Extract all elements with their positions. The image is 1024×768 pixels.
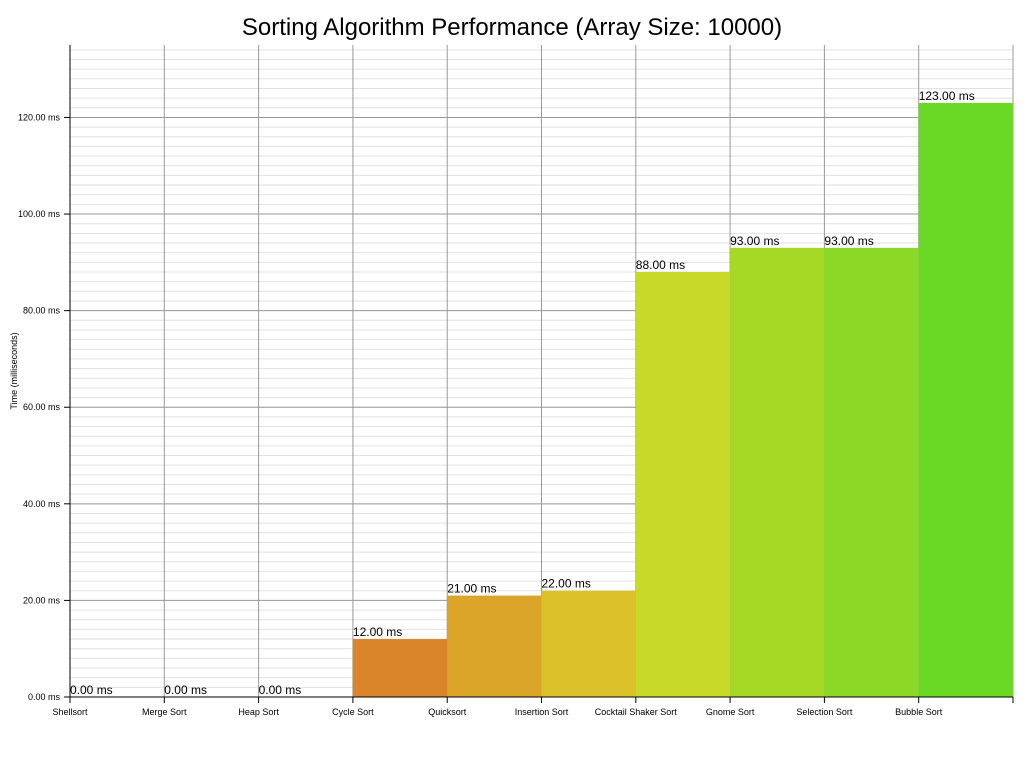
bar-value-label: 88.00 ms [636, 258, 685, 272]
x-tick-label: Bubble Sort [895, 707, 943, 717]
y-tick-label: 100.00 ms [18, 209, 61, 219]
y-tick-label: 80.00 ms [23, 306, 61, 316]
x-axis-ticks: Shellsort Merge Sort Heap Sort Cycle Sort Qu… [52, 697, 1014, 717]
bar-value-label: 0.00 ms [259, 683, 302, 697]
x-tick-label: Insertion Sort [515, 707, 569, 717]
bar [824, 247, 919, 697]
y-tick-label: 40.00 ms [23, 499, 61, 509]
bar-value-label: 93.00 ms [730, 234, 779, 248]
x-tick-label: Heap Sort [238, 707, 279, 717]
bar-value-label: 22.00 ms [542, 577, 591, 591]
y-tick-label: 120.00 ms [18, 112, 61, 122]
bar-value-label: 93.00 ms [824, 234, 873, 248]
x-tick-label: Shellsort [52, 707, 88, 717]
chart-title: Sorting Algorithm Performance (Array Siz… [242, 14, 782, 41]
x-tick-label: Merge Sort [142, 707, 187, 717]
bar-value-label: 123.00 ms [919, 89, 975, 103]
bar [918, 102, 1013, 697]
y-tick-label: 0.00 ms [28, 692, 61, 702]
data-labels: 0.00 ms 0.00 ms 0.00 ms 12.00 ms 21.00 ms 22.… [70, 89, 975, 697]
bar [447, 595, 542, 697]
x-tick-label: Gnome Sort [706, 707, 755, 717]
bar [541, 590, 636, 697]
x-tick-label: Selection Sort [796, 707, 853, 717]
x-tick-label: Quicksort [428, 707, 467, 717]
bar-value-label: 12.00 ms [353, 625, 402, 639]
bar-value-label: 21.00 ms [447, 582, 496, 596]
x-tick-label: Cycle Sort [332, 707, 374, 717]
y-tick-label: 20.00 ms [23, 595, 61, 605]
bar [635, 271, 731, 697]
y-axis-ticks: 0.00 ms 20.00 ms 40.00 ms 60.00 ms 80.00 ms 1… [18, 112, 70, 702]
bar [352, 639, 448, 697]
y-axis-label: Time (milliseconds) [9, 332, 19, 409]
bar-value-label: 0.00 ms [70, 683, 113, 697]
bar-value-label: 0.00 ms [164, 683, 207, 697]
y-tick-label: 60.00 ms [23, 402, 61, 412]
bars [352, 102, 1013, 697]
bar [730, 247, 825, 697]
x-tick-label: Cocktail Shaker Sort [595, 707, 678, 717]
